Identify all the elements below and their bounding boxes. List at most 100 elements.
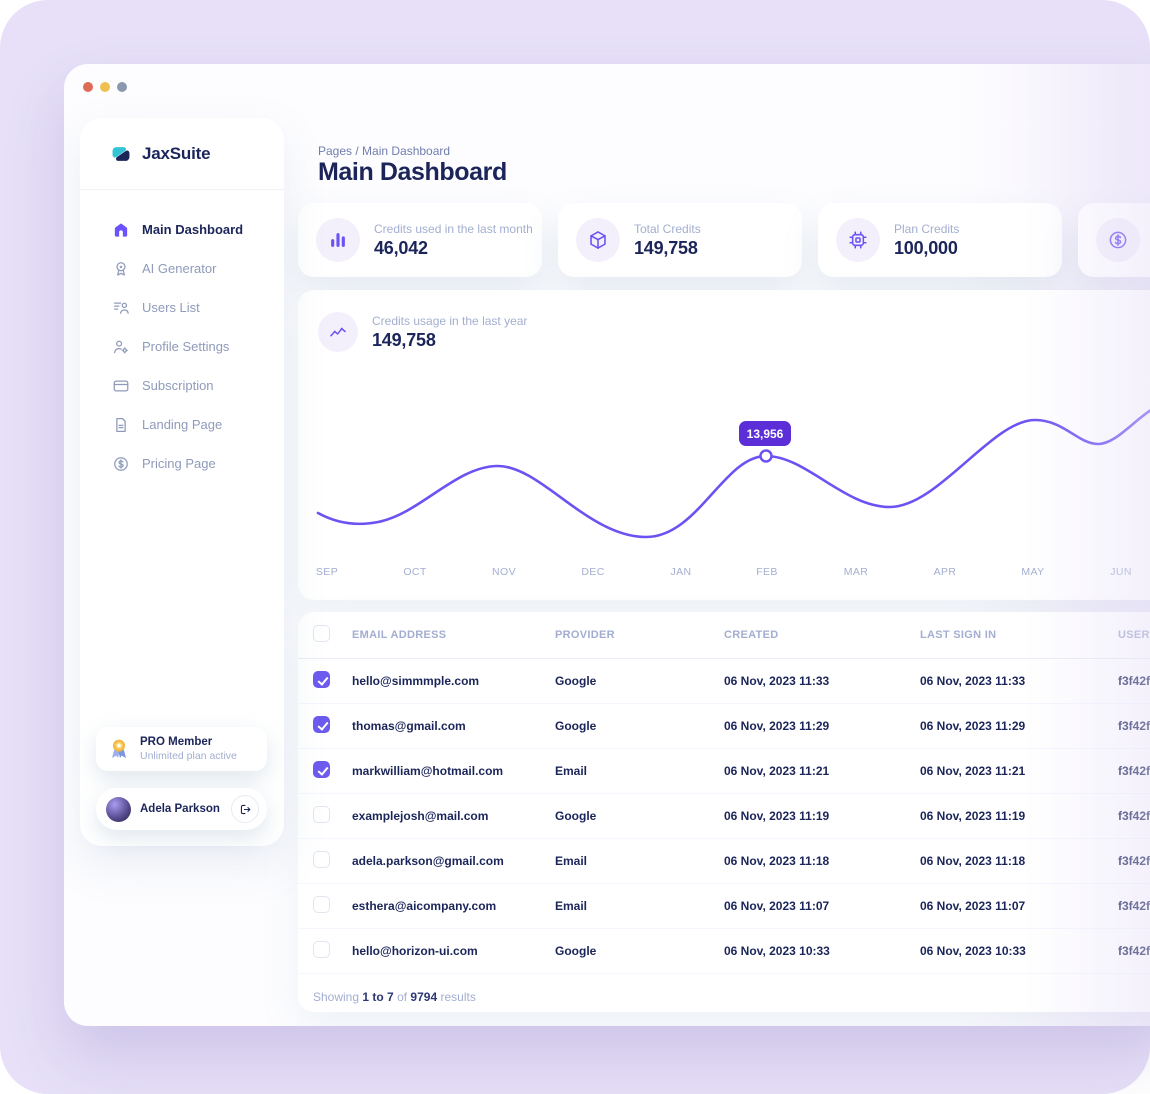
breadcrumb[interactable]: Pages / Main Dashboard [318,144,451,158]
sidebar-item-pricing-page[interactable]: Pricing Page [80,444,284,483]
table-row: hello@simmmple.com Google 06 Nov, 2023 1… [298,659,1150,704]
pro-member-card: PRO Member Unlimited plan active [96,727,267,771]
chart-tooltip: 13,956 [739,421,791,446]
minimize-window-icon[interactable] [100,82,110,92]
cell-user-uid: f3f42fc- [1118,809,1150,823]
stat-card-credits-used-in-the-last-month: Credits used in the last month 46,042 [298,203,542,277]
table-row: hello@horizon-ui.com Google 06 Nov, 2023… [298,929,1150,974]
close-window-icon[interactable] [83,82,93,92]
cell-created: 06 Nov, 2023 11:18 [724,854,830,868]
row-checkbox[interactable] [313,896,330,913]
table-row: adela.parkson@gmail.com Email 06 Nov, 20… [298,839,1150,884]
x-label-mar: MAR [843,566,869,578]
page-title: Main Dashboard [318,158,507,186]
cell-email: esthera@aicompany.com [352,899,497,913]
cell-created: 06 Nov, 2023 10:33 [724,944,830,958]
footer-of: of [397,990,408,1004]
row-checkbox[interactable] [313,851,330,868]
x-label-oct: OCT [403,566,427,578]
user-card: Adela Parkson [96,788,267,830]
sidebar-item-ai-generator[interactable]: AI Generator [80,249,284,288]
cell-last-sign-in: 06 Nov, 2023 11:21 [920,764,1026,778]
x-label-may: MAY [1021,566,1045,578]
row-checkbox[interactable] [313,761,330,778]
table-body: hello@simmmple.com Google 06 Nov, 2023 1… [298,659,1150,974]
cell-last-sign-in: 06 Nov, 2023 11:07 [920,899,1026,913]
chip-icon [836,218,880,262]
cell-last-sign-in: 06 Nov, 2023 10:33 [920,944,1026,958]
cell-user-uid: f3f42fc- [1118,944,1150,958]
row-checkbox[interactable] [313,716,330,733]
x-label-feb: FEB [756,566,778,578]
chart-label: Credits usage in the last year [372,313,528,328]
logout-button[interactable] [231,795,259,823]
column-user-uid: USER UID [1118,629,1150,641]
row-checkbox[interactable] [313,941,330,958]
x-label-jun: JUN [1110,566,1132,578]
users-table-card: EMAIL ADDRESS PROVIDER CREATED LAST SIGN… [298,612,1150,1012]
table-header-row: EMAIL ADDRESS PROVIDER CREATED LAST SIGN… [298,612,1150,659]
cell-provider: Email [555,764,588,778]
avatar [106,796,131,822]
x-label-jan: JAN [670,566,692,578]
x-label-apr: APR [933,566,957,578]
cell-email: adela.parkson@gmail.com [352,854,504,868]
chart-header: Credits usage in the last year 149,758 [318,312,527,352]
cell-email: hello@horizon-ui.com [352,944,478,958]
sidebar-item-landing-page[interactable]: Landing Page [80,405,284,444]
dollar-icon [112,455,130,473]
table-footer: Showing 1 to 7 of 9794 results [298,974,1150,1004]
expand-window-icon[interactable] [117,82,127,92]
cell-user-uid: f3f42fc- [1118,674,1150,688]
logo: JaxSuite [80,118,284,190]
pro-member-title: PRO Member [140,735,213,748]
medal-icon [112,739,126,758]
column-provider: PROVIDER [555,629,615,641]
sidebar-item-main-dashboard[interactable]: Main Dashboard [80,210,284,249]
column-email-address: EMAIL ADDRESS [352,629,447,641]
select-all-checkbox[interactable] [313,625,330,642]
sidebar-item-profile-settings[interactable]: Profile Settings [80,327,284,366]
dollar-icon [1096,218,1140,262]
cell-provider: Email [555,854,588,868]
x-label-nov: NOV [492,566,516,578]
chart-marker [759,449,773,463]
users-list-icon [112,299,130,317]
cell-created: 06 Nov, 2023 11:21 [724,764,830,778]
logout-icon [240,804,250,814]
cell-last-sign-in: 06 Nov, 2023 11:19 [920,809,1026,823]
bar-chart-icon [316,218,360,262]
row-checkbox[interactable] [313,671,330,688]
user-name: Adela Parkson [140,803,220,815]
cell-provider: Google [555,944,597,958]
cell-user-uid: f3f42fc- [1118,764,1150,778]
cell-email: markwilliam@hotmail.com [352,764,504,778]
column-last-sign-in: LAST SIGN IN [920,629,997,641]
sidebar-item-users-list[interactable]: Users List [80,288,284,327]
home-icon [112,221,130,239]
cell-user-uid: f3f42fc- [1118,899,1150,913]
cell-created: 06 Nov, 2023 11:19 [724,809,830,823]
logo-text: JaxSuite [142,143,211,163]
app-window: JaxSuite Main Dashboard AI Generator Use… [64,64,1150,1026]
cell-provider: Google [555,674,597,688]
table-row: examplejosh@mail.com Google 06 Nov, 2023… [298,794,1150,839]
cell-email: examplejosh@mail.com [352,809,489,823]
x-label-sep: SEP [315,566,339,578]
credit-card-icon [112,377,130,395]
table-row: thomas@gmail.com Google 06 Nov, 2023 11:… [298,704,1150,749]
sidebar: JaxSuite Main Dashboard AI Generator Use… [80,118,284,846]
document-icon [112,416,130,434]
footer-results: results [440,990,476,1004]
credits-usage-chart-card: Credits usage in the last year 149,758 1… [298,290,1150,600]
row-checkbox[interactable] [313,806,330,823]
cell-created: 06 Nov, 2023 11:29 [724,719,830,733]
cell-created: 06 Nov, 2023 11:33 [724,674,830,688]
sidebar-item-subscription[interactable]: Subscription [80,366,284,405]
award-icon [112,260,130,278]
chart-x-axis: SEP OCT NOV DEC JAN FEB MAR APR MAY JUN [298,566,1150,584]
x-label-dec: DEC [581,566,605,578]
cell-created: 06 Nov, 2023 11:07 [724,899,830,913]
column-created: CREATED [724,629,779,641]
